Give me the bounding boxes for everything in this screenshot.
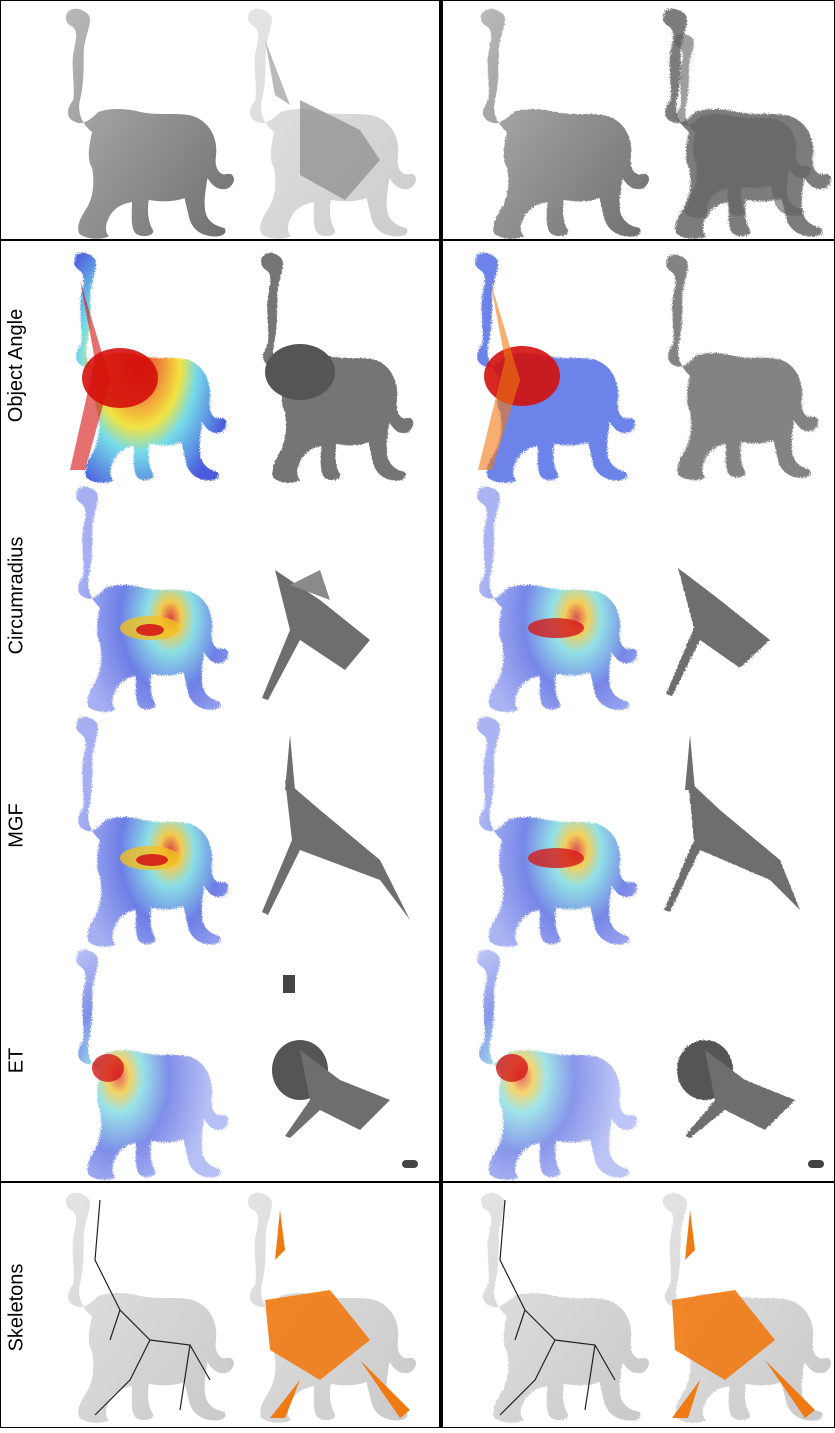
circumradius-medial-clean [262,570,370,700]
row-label-mgf: MGF [0,710,34,940]
et-medial-noisy [677,1040,824,1168]
mgf-medial-noisy [664,735,800,912]
skeleton-curve-noisy [480,1192,649,1423]
mgf-heatmap-noisy [477,716,638,947]
row-object-angle [70,252,819,483]
object-angle-heatmap-noisy [475,252,636,483]
row-meshes [65,8,831,239]
row-label-et-text: ET [5,1047,28,1073]
row-mgf [76,716,800,947]
et-heatmap-noisy [477,949,638,1180]
object-angle-medial-noisy [666,254,819,481]
circumradius-heatmap-noisy [477,486,638,713]
row-label-et: ET [0,945,34,1175]
elephant-mesh-noisy [480,8,649,239]
skeleton-medial-clean [247,1192,416,1423]
row-label-circumradius-text: Circumradius [5,536,28,654]
row-circumradius [76,486,770,713]
skeleton-medial-noisy [662,1192,831,1423]
row-et [76,949,824,1180]
row-label-skeletons-text: Skeletons [5,1263,28,1352]
et-medial-clean [272,975,418,1168]
skeleton-curve-clean [65,1192,234,1423]
row-label-skeletons: Skeletons [0,1190,34,1425]
object-angle-medial-clean [261,252,414,483]
circumradius-heatmap-clean [76,486,229,713]
row-label-mgf-text: MGF [5,802,28,848]
elephant-mesh-smooth-medial [247,8,416,239]
row-label-object-angle: Object Angle [0,250,34,480]
mgf-heatmap-clean [76,716,229,947]
mgf-medial-clean [262,735,410,920]
row-skeletons [65,1192,831,1423]
et-heatmap-clean [76,949,229,1180]
row-label-circumradius: Circumradius [0,480,34,710]
elephant-mesh-noisy-medial [662,8,831,239]
circumradius-medial-noisy [666,568,770,696]
row-label-object-angle-text: Object Angle [5,308,28,422]
elephant-mesh-smooth [65,8,234,239]
object-angle-heatmap-clean [70,252,227,483]
